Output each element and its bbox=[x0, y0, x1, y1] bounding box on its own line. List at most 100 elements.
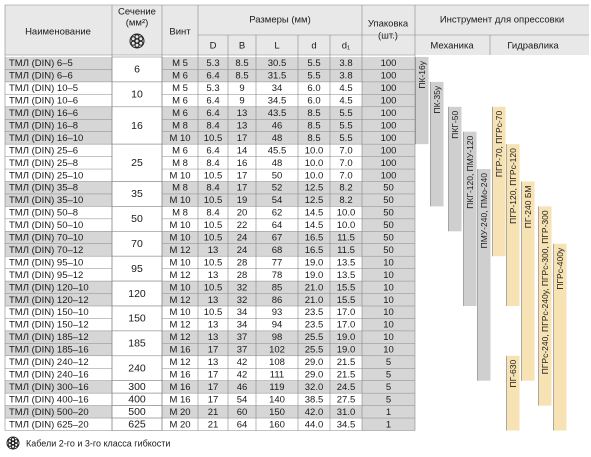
cell: М 12 bbox=[169, 270, 190, 281]
row-bg bbox=[162, 306, 362, 319]
section: 25 bbox=[131, 157, 143, 169]
cell: 60 bbox=[237, 407, 248, 418]
tool-label: ПК-16у bbox=[417, 60, 427, 88]
cell: 17.0 bbox=[337, 320, 356, 331]
pack-bg bbox=[362, 380, 415, 394]
row-bg bbox=[162, 94, 362, 107]
cell: 100 bbox=[381, 158, 397, 169]
row-bg bbox=[5, 268, 112, 282]
cell: 7.0 bbox=[339, 158, 352, 169]
row-bg bbox=[162, 418, 362, 431]
tool-bar bbox=[521, 181, 535, 381]
product-name: ТМЛ (DIN) 16–10 bbox=[9, 133, 83, 144]
cell: 14 bbox=[237, 145, 248, 156]
section: 10 bbox=[131, 89, 143, 101]
product-name: ТМЛ (DIN) 240–16 bbox=[9, 369, 89, 380]
row-bg bbox=[162, 343, 362, 356]
cell: 24 bbox=[237, 233, 248, 244]
row-bg bbox=[162, 256, 362, 269]
dim-header: D bbox=[210, 41, 217, 52]
pack-bg bbox=[362, 405, 415, 419]
tool-label: ПМУ-240, ПМо-240 bbox=[479, 173, 489, 249]
cell: 48 bbox=[272, 158, 283, 169]
cell: 32.0 bbox=[305, 382, 324, 393]
cell: 31.5 bbox=[268, 71, 287, 82]
cell: М 20 bbox=[169, 407, 190, 418]
cell: 119 bbox=[269, 382, 284, 393]
tool-label: ПКГ-50 bbox=[450, 111, 460, 139]
tool-bar bbox=[492, 106, 506, 257]
section: 16 bbox=[131, 120, 143, 132]
cell: М 12 bbox=[169, 245, 190, 256]
cell: 34 bbox=[237, 307, 248, 318]
cell: 100 bbox=[381, 96, 397, 107]
cell: 10.5 bbox=[204, 282, 223, 293]
cell: 42.0 bbox=[305, 407, 324, 418]
cell: 10.5 bbox=[204, 195, 223, 206]
pack-bg bbox=[362, 330, 415, 344]
cell: 9 bbox=[239, 96, 244, 107]
row-bg bbox=[162, 119, 362, 132]
row-bg bbox=[5, 231, 112, 244]
cell: 5 bbox=[386, 394, 391, 405]
cell: 10.0 bbox=[305, 145, 324, 156]
section: 120 bbox=[128, 288, 146, 300]
cell: 5.5 bbox=[339, 133, 352, 144]
cell: 48 bbox=[272, 133, 283, 144]
header-tools: Инструмент для опрессовки bbox=[440, 15, 564, 26]
row-bg bbox=[5, 256, 112, 269]
row-bg bbox=[5, 119, 112, 132]
cell: 38.5 bbox=[305, 394, 324, 405]
rows-bg bbox=[5, 56, 415, 431]
product-name: ТМЛ (DIN) 120–12 bbox=[9, 295, 89, 306]
cell: 50 bbox=[383, 220, 394, 231]
tool-label: ПГРс-240, ПГРс-240у, ПГРс-300, ПГР-300 bbox=[540, 210, 550, 374]
pack-bg bbox=[362, 156, 415, 170]
cell: 21.0 bbox=[305, 295, 324, 306]
cell: М 10 bbox=[169, 282, 190, 293]
pack-bg bbox=[362, 119, 415, 132]
strand-icon bbox=[129, 33, 145, 49]
cell: 21.5 bbox=[337, 369, 356, 380]
cell: 5 bbox=[386, 382, 391, 393]
cell: 32 bbox=[237, 282, 248, 293]
cell: 23.5 bbox=[305, 320, 324, 331]
cell: 13 bbox=[208, 270, 219, 281]
section: 240 bbox=[128, 363, 146, 375]
cell: М 5 bbox=[172, 83, 188, 94]
cell: М 6 bbox=[172, 108, 188, 119]
product-name: ТМЛ (DIN) 25–6 bbox=[9, 145, 78, 156]
row-bg bbox=[162, 193, 362, 207]
cell: 21 bbox=[208, 407, 219, 418]
product-name: ТМЛ (DIN) 150–10 bbox=[9, 307, 89, 318]
cell: 10 bbox=[383, 295, 394, 306]
footnote-icon bbox=[6, 436, 20, 450]
pack-bg bbox=[362, 306, 415, 319]
tool-label: ПК-35у bbox=[432, 85, 442, 113]
cell: 111 bbox=[270, 369, 284, 380]
section: 400 bbox=[128, 394, 146, 406]
cell: М 10 bbox=[169, 257, 190, 268]
cell: 7.0 bbox=[339, 145, 352, 156]
cell: 43.5 bbox=[268, 108, 287, 119]
product-name: ТМЛ (DIN) 70–10 bbox=[9, 233, 83, 244]
cell: 15.5 bbox=[337, 282, 356, 293]
row-bg bbox=[5, 243, 112, 257]
product-name: ТМЛ (DIN) 120–10 bbox=[9, 282, 89, 293]
cell: 68 bbox=[272, 245, 283, 256]
cell: 21.5 bbox=[337, 357, 356, 368]
cell: 8.5 bbox=[235, 58, 248, 69]
cell: 25.5 bbox=[305, 332, 324, 343]
cell: М 16 bbox=[169, 369, 190, 380]
cell: 16.5 bbox=[305, 245, 324, 256]
cell: 50 bbox=[383, 245, 394, 256]
cell: 21.0 bbox=[305, 282, 324, 293]
row-bg bbox=[5, 131, 112, 145]
cell: 21 bbox=[208, 419, 219, 430]
cell: 19.0 bbox=[337, 345, 356, 356]
cell: 14.5 bbox=[305, 220, 324, 231]
header-name: Наименование bbox=[25, 27, 91, 38]
cell: 10.0 bbox=[305, 170, 324, 181]
tool-bar bbox=[448, 106, 462, 232]
